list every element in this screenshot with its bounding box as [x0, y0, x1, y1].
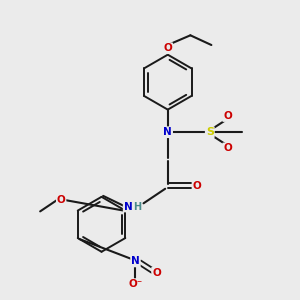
- Text: O: O: [152, 268, 161, 278]
- Text: N: N: [131, 256, 140, 266]
- Text: O: O: [164, 43, 172, 53]
- Text: N: N: [124, 202, 132, 212]
- Text: O: O: [57, 195, 65, 205]
- Text: H: H: [133, 202, 141, 212]
- Text: O: O: [223, 143, 232, 153]
- Text: N: N: [164, 127, 172, 137]
- Text: O: O: [193, 181, 201, 190]
- Text: S: S: [206, 127, 214, 137]
- Text: O: O: [223, 111, 232, 121]
- Text: O⁻: O⁻: [128, 279, 142, 289]
